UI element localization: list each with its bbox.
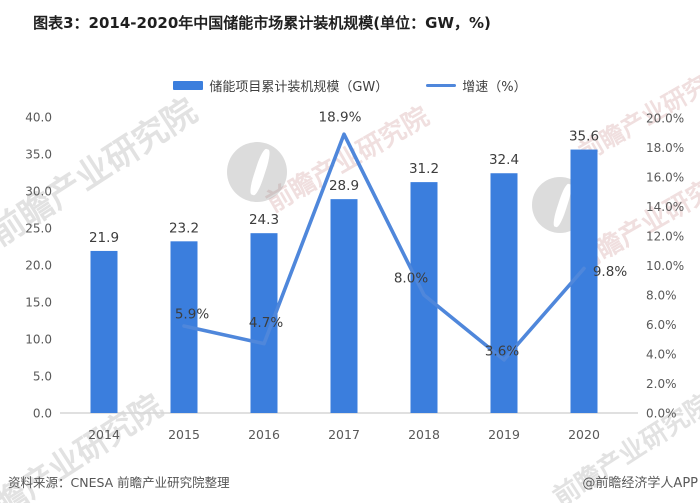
- left-axis-tick: 35.0: [25, 148, 52, 162]
- right-axis-tick: 0.0%: [646, 407, 677, 421]
- line-point-label: 8.0%: [394, 271, 428, 287]
- chart-canvas: 0.0 5.0 10.0 15.0 20.0 25.0 30.0 35.0 40.0 0.0% 2.…: [25, 110, 684, 442]
- right-axis-tick: 12.0%: [646, 230, 684, 244]
- x-axis-label: 2018: [408, 427, 440, 442]
- left-axis-tick: 10.0: [25, 333, 52, 347]
- legend-item-line-series: 增速（%）: [426, 76, 527, 95]
- right-axis-tick: 8.0%: [646, 289, 677, 303]
- bar-value-label: 32.4: [489, 152, 519, 168]
- bar-2014: [90, 250, 118, 413]
- credit-note: @前瞻经济学人APP: [582, 476, 698, 491]
- legend-item-bar-series: 储能项目累计装机规模（GW）: [173, 76, 388, 95]
- right-axis-tick: 6.0%: [646, 318, 677, 332]
- line-point-label: 5.9%: [175, 306, 209, 322]
- x-axis-label: 2017: [328, 427, 360, 442]
- legend-label-bar-series: 储能项目累计装机规模（GW）: [209, 80, 389, 95]
- x-axis-label: 2014: [88, 427, 120, 442]
- right-axis-tick: 2.0%: [646, 377, 677, 391]
- x-axis-label: 2015: [168, 427, 200, 442]
- right-axis-tick: 4.0%: [646, 348, 677, 362]
- legend-label-line-series: 增速（%）: [462, 80, 527, 95]
- source-note: 资料来源：CNESA 前瞻产业研究院整理: [8, 475, 230, 490]
- right-axis-tick: 10.0%: [646, 259, 684, 273]
- bar-value-label: 28.9: [329, 178, 359, 194]
- left-axis-tick: 20.0: [25, 259, 52, 273]
- bar-2019: [490, 173, 518, 413]
- x-axis-label: 2019: [488, 427, 520, 442]
- bar-value-label: 23.2: [169, 220, 199, 236]
- bar-series-swatch-icon: [173, 81, 204, 90]
- chart-legend: 储能项目累计装机规模（GW） 增速（%）: [0, 76, 700, 95]
- line-series-swatch-icon: [426, 83, 457, 88]
- right-axis-tick: 16.0%: [646, 171, 684, 185]
- x-axis-label: 2020: [568, 427, 600, 442]
- bar-2018: [410, 182, 438, 413]
- line-point-label: 4.7%: [249, 315, 283, 331]
- right-axis-tick: 20.0%: [646, 112, 684, 126]
- left-axis-tick: 5.0: [33, 370, 52, 384]
- right-axis-tick: 14.0%: [646, 200, 684, 214]
- left-axis-tick: 25.0: [25, 222, 52, 236]
- left-axis-tick: 40.0: [25, 111, 52, 125]
- growth-trend-line: [182, 132, 586, 362]
- right-axis-tick: 18.0%: [646, 141, 684, 155]
- left-axis-tick: 15.0: [25, 296, 52, 310]
- left-axis-tick: 30.0: [25, 185, 52, 199]
- bar-value-label: 31.2: [409, 161, 439, 177]
- bar-value-label: 24.3: [249, 212, 279, 228]
- x-axis-label: 2016: [248, 427, 280, 442]
- chart-title: 图表3：2014-2020年中国储能市场累计装机规模(单位：GW，%): [33, 14, 491, 32]
- line-point-label: 3.6%: [485, 343, 519, 359]
- left-axis-tick: 0.0: [33, 407, 52, 421]
- line-point-label: 18.9%: [319, 110, 362, 126]
- line-point-label: 9.8%: [593, 264, 627, 280]
- bar-2017: [330, 199, 358, 413]
- bar-value-label: 21.9: [89, 230, 119, 246]
- bar-value-label: 35.6: [569, 129, 599, 145]
